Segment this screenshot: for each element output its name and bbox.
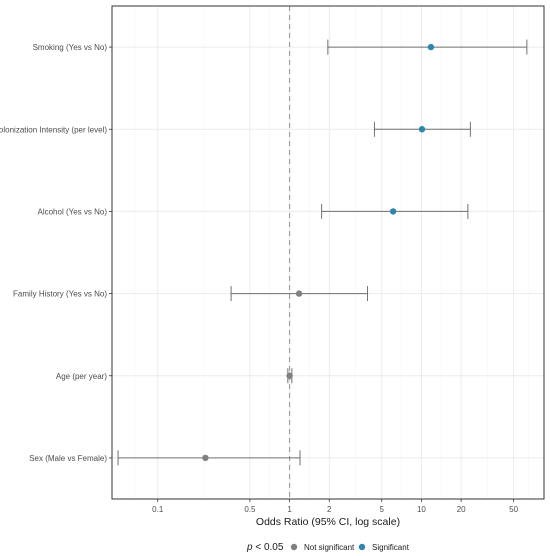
y-axis: Smoking (Yes vs No) Colonization Intensit… [0,43,112,463]
x-tick-label: 1 [287,505,292,514]
y-tick-label: Sex (Male vs Female) [29,454,107,463]
forest-row [230,286,369,302]
odds-ratio-point [418,126,426,133]
x-axis-title: Odds Ratio (95% CI, log scale) [256,516,400,528]
legend-title: p < 0.05 [246,542,284,553]
forest-row [321,203,469,219]
y-tick-label: Smoking (Yes vs No) [33,43,108,52]
x-tick-label: 20 [457,505,466,514]
y-tick-label: Alcohol (Yes vs No) [37,207,107,216]
odds-ratio-point [202,454,209,462]
odds-ratio-point [427,43,435,51]
x-axis: 0.1 0.5 1 2 5 10 20 50 [152,499,519,514]
legend-title-italic: p [246,542,253,553]
grid-lines [112,6,544,499]
panel-border [111,5,545,500]
legend-title-rest: < 0.05 [253,542,284,553]
y-tick-label: Colonization Intensity (per level) [0,125,107,134]
odds-ratio-point [286,372,293,379]
y-tick-label: Family History (Yes vs No) [13,290,107,299]
x-tick-label: 5 [380,505,385,514]
forest-row [286,368,293,384]
legend-key-point [290,543,298,551]
x-tick-label: 0.1 [152,505,164,514]
forest-row [117,450,301,466]
legend-key-point [358,543,366,551]
x-tick-label: 50 [509,505,518,514]
legend-label: Not significant [304,543,355,552]
x-tick-label: 2 [327,505,332,514]
x-tick-label: 0.5 [244,505,256,514]
forest-row [327,39,528,55]
legend: p < 0.05 Not significant Significant [246,542,410,553]
data-series [117,39,528,466]
forest-row [373,121,471,137]
legend-label: Significant [372,543,410,552]
odds-ratio-point [389,208,397,215]
x-tick-label: 10 [417,505,426,514]
y-tick-label: Age (per year) [56,372,107,381]
odds-ratio-point [295,290,303,297]
